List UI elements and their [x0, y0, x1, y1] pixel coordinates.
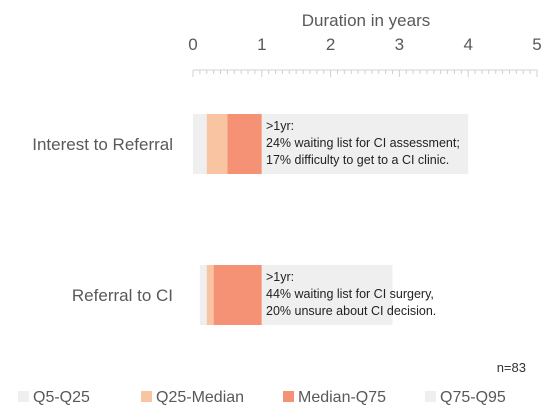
legend-item: Median-Q75	[283, 389, 386, 406]
legend-label: Median-Q75	[298, 389, 386, 406]
x-tick-labels: 0 1 2 3 4 5	[188, 35, 541, 54]
annotation: >1yr: 24% waiting list for CI assessment;…	[266, 119, 460, 167]
legend-swatch	[18, 391, 29, 402]
category-label: Interest to Referral	[32, 135, 173, 154]
legend-item: Q5-Q25	[18, 389, 90, 406]
x-tick-label: 1	[257, 35, 266, 54]
annotation-line: 17% difficulty to get to a CI clinic.	[266, 153, 449, 167]
x-tick-label: 3	[395, 35, 404, 54]
bar-segment-median-q75	[213, 265, 262, 325]
bar-segment-q5-q25	[199, 265, 207, 325]
x-tick-label: 4	[463, 35, 472, 54]
annotations: >1yr: 24% waiting list for CI assessment;…	[266, 119, 460, 318]
legend-label: Q5-Q25	[33, 389, 90, 406]
legend-label: Q75-Q95	[440, 389, 506, 406]
category-labels: Interest to Referral Referral to CI	[32, 135, 173, 305]
bar-segment-q5-q25	[193, 114, 207, 174]
x-axis-title: Duration in years	[302, 11, 431, 30]
bar-segment-q25-median	[206, 265, 214, 325]
x-tick-label: 0	[188, 35, 197, 54]
legend-swatch	[425, 391, 436, 402]
bar-segment-q75-q95	[261, 114, 469, 174]
x-tick-label: 5	[532, 35, 541, 54]
x-axis	[192, 69, 538, 77]
legend: Q5-Q25 Q25-Median Median-Q75 Q75-Q95	[18, 389, 506, 406]
bar-segment-median-q75	[227, 114, 262, 174]
annotation-line: 24% waiting list for CI assessment;	[266, 136, 460, 150]
bar-segment-q25-median	[206, 114, 228, 174]
sample-size-label: n=83	[497, 360, 526, 375]
legend-item: Q25-Median	[141, 389, 244, 406]
x-tick-label: 2	[326, 35, 335, 54]
bar-segment-q75-q95	[261, 265, 393, 325]
legend-swatch	[141, 391, 152, 402]
bars	[193, 114, 469, 325]
category-label: Referral to CI	[72, 286, 173, 305]
annotation-line: >1yr:	[266, 119, 294, 133]
annotation-line: 20% unsure about CI decision.	[266, 304, 436, 318]
annotation-line: 44% waiting list for CI surgery,	[266, 287, 434, 301]
annotation-line: >1yr:	[266, 270, 294, 284]
legend-item: Q75-Q95	[425, 389, 506, 406]
legend-swatch	[283, 391, 294, 402]
annotation: >1yr: 44% waiting list for CI surgery, 20%…	[266, 270, 436, 318]
legend-label: Q25-Median	[156, 389, 244, 406]
